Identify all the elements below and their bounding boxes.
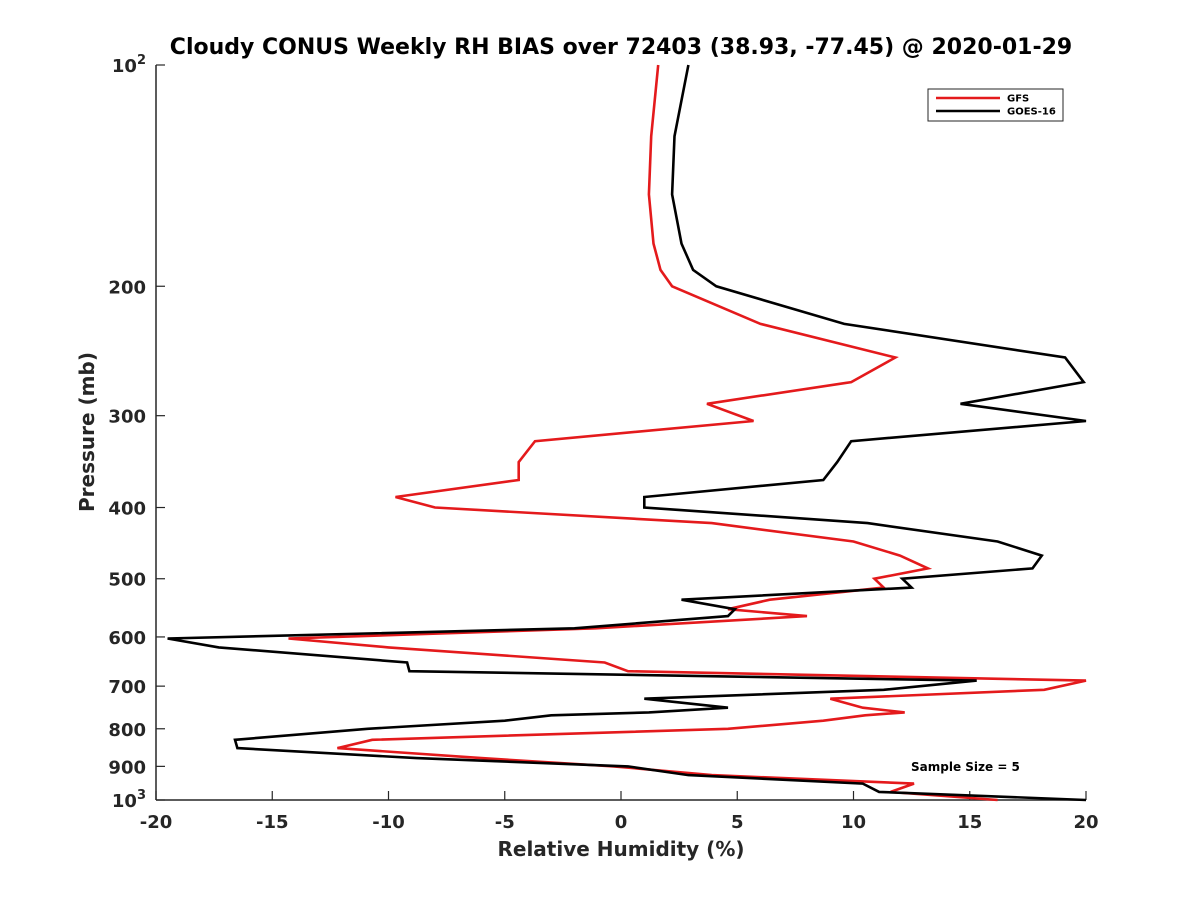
x-tick-label: -15 <box>256 812 289 833</box>
y-tick-exponent: 2 <box>137 53 146 68</box>
y-tick-label: 700 <box>108 677 146 698</box>
x-tick-label: 5 <box>731 812 744 833</box>
x-tick-label: 10 <box>841 812 866 833</box>
chart-title: Cloudy CONUS Weekly RH BIAS over 72403 (… <box>170 35 1072 60</box>
plot-area: -20 -15 -10 -5 0 5 10 15 20102200300400500600700… <box>108 53 1098 833</box>
x-tick-label: 20 <box>1073 812 1098 833</box>
y-tick-base: 10 <box>112 56 137 77</box>
x-tick-label: 15 <box>957 812 982 833</box>
y-tick-label: 200 <box>108 277 146 298</box>
series-line-goes-16 <box>167 64 1087 802</box>
x-axis-label: Relative Humidity (%) <box>497 837 744 861</box>
y-tick-label: 500 <box>108 570 146 591</box>
x-tick-label: -5 <box>495 812 515 833</box>
y-tick-label: 800 <box>108 720 146 741</box>
y-tick-label: 103 <box>112 788 146 812</box>
y-axis-label: Pressure (mb) <box>75 352 99 512</box>
legend-entry: GFS <box>1007 94 1029 105</box>
y-tick-label: 102 <box>112 53 146 77</box>
series-line-gfs <box>288 64 1087 802</box>
legend-entry: GOES-16 <box>1007 107 1056 118</box>
legend: GFS GOES-16 <box>927 88 1064 122</box>
sample-size-annotation: Sample Size = 5 <box>911 760 1020 774</box>
x-tick-label: 0 <box>615 812 628 833</box>
x-tick-label: -10 <box>372 812 405 833</box>
y-tick-label: 600 <box>108 628 146 649</box>
y-tick-base: 10 <box>112 791 137 812</box>
y-tick-exponent: 3 <box>137 788 146 803</box>
y-tick-label: 300 <box>108 407 146 428</box>
y-tick-label: 400 <box>108 499 146 520</box>
x-tick-label: -20 <box>140 812 173 833</box>
y-tick-label: 900 <box>108 757 146 778</box>
legend-box <box>927 88 1064 122</box>
